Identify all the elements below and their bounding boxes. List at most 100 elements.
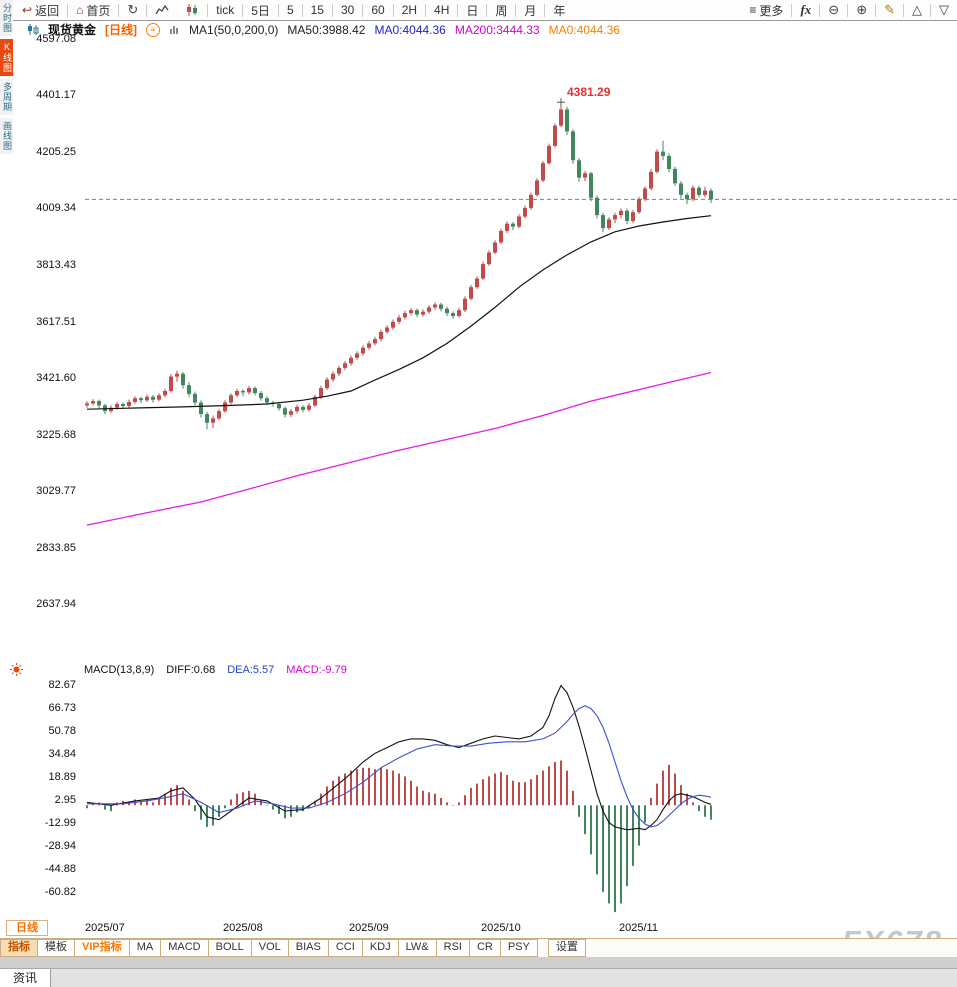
tab-ma[interactable]: MA xyxy=(129,939,162,957)
home-label: 首页 xyxy=(86,3,111,18)
toolbar-separator xyxy=(331,3,333,17)
symbol-name: 现货黄金 xyxy=(48,23,97,37)
main-chart[interactable]: 4381.29 xyxy=(0,30,957,675)
period-tab-daily[interactable]: 日线 xyxy=(6,920,48,936)
line-chart-type-button[interactable] xyxy=(147,0,177,20)
tab-rsi[interactable]: RSI xyxy=(436,939,470,957)
legend-period: [日线] xyxy=(105,23,138,37)
ma-chart-icon xyxy=(170,26,179,34)
x-axis-label: 2025/07 xyxy=(85,922,125,934)
ma0-value-blue: MA0:4044.36 xyxy=(374,22,446,37)
line-chart-icon xyxy=(155,4,169,15)
ma200-line xyxy=(86,371,712,526)
tab-kdj[interactable]: KDJ xyxy=(362,939,399,957)
period-15[interactable]: 15 xyxy=(310,3,324,17)
toolbar-separator xyxy=(362,3,364,17)
toolbar-separator xyxy=(791,3,793,17)
tab-vol[interactable]: VOL xyxy=(251,939,289,957)
zoom-in-button[interactable]: ⊕ xyxy=(848,0,875,20)
macd-histogram xyxy=(86,760,712,913)
back-button[interactable]: ↩ 返回 xyxy=(14,0,67,20)
toolbar-separator xyxy=(392,3,394,17)
left-tab-multiperiod[interactable]: 多周期 xyxy=(0,79,13,115)
x-axis-label: 2025/10 xyxy=(481,922,521,934)
left-tab-kline[interactable]: K线图 xyxy=(0,39,13,76)
news-tab[interactable]: 资讯 xyxy=(0,969,52,987)
toolbar-separator xyxy=(544,3,546,17)
x-axis-label: 2025/11 xyxy=(619,922,658,934)
toolbar-separator xyxy=(486,3,488,17)
ma50-line xyxy=(86,215,712,410)
tab-psy[interactable]: PSY xyxy=(500,939,538,957)
period-tick-button[interactable]: tick xyxy=(216,3,235,17)
period-2h[interactable]: 2H xyxy=(401,3,418,17)
collapse-icon: ▽ xyxy=(939,2,949,17)
candlestick-series xyxy=(85,102,713,430)
home-button[interactable]: ⌂ 首页 xyxy=(68,0,118,20)
toolbar-separator xyxy=(277,3,279,17)
tab-settings[interactable]: 设置 xyxy=(547,939,586,957)
tab-cci[interactable]: CCI xyxy=(328,939,363,957)
toolbar-separator xyxy=(425,3,427,17)
peak-marker xyxy=(557,98,565,107)
toolbar-separator xyxy=(118,3,120,17)
tab-indicator[interactable]: 指标 xyxy=(0,939,38,957)
toolbar-separator xyxy=(457,3,459,17)
zoom-in-icon: ⊕ xyxy=(856,2,868,17)
tab-vip-indicator[interactable]: VIP指标 xyxy=(75,939,130,957)
left-tab-timeshare[interactable]: 分时图 xyxy=(0,0,13,36)
fx-button[interactable]: fx xyxy=(800,2,812,17)
expand-button[interactable]: △ xyxy=(904,0,930,20)
collapse-button[interactable]: ▽ xyxy=(931,0,957,20)
period-30[interactable]: 30 xyxy=(340,3,355,17)
ma0-value-orange: MA0:4044.36 xyxy=(548,22,620,37)
tab-bias[interactable]: BIAS xyxy=(288,939,329,957)
candle-chart-type-button[interactable] xyxy=(177,0,207,20)
more-button[interactable]: ≡ 更多 xyxy=(741,0,791,20)
home-icon: ⌂ xyxy=(76,3,84,17)
period-60[interactable]: 60 xyxy=(371,3,385,17)
toolbar-separator xyxy=(875,3,877,17)
back-icon: ↩ xyxy=(22,3,33,17)
dea-line xyxy=(87,705,712,828)
chart-legend: 现货黄金 [日线] ≡ MA1(50,0,200,0) MA50:3988.42… xyxy=(26,22,620,37)
menu-icon: ≡ xyxy=(749,3,757,17)
tab-template[interactable]: 模板 xyxy=(38,939,75,957)
period-week[interactable]: 周 xyxy=(495,3,508,18)
legend-settings-icon[interactable]: ≡ xyxy=(146,22,161,37)
toolbar-separator xyxy=(847,3,849,17)
peak-annotation: 4381.29 xyxy=(567,85,611,99)
refresh-icon: ↻ xyxy=(127,2,139,17)
zoom-out-button[interactable]: ⊖ xyxy=(820,0,847,20)
draw-button[interactable]: ✎ xyxy=(876,0,903,20)
toolbar-separator xyxy=(67,3,69,17)
candlestick-chart-icon xyxy=(187,4,198,16)
tab-macd[interactable]: MACD xyxy=(161,939,209,957)
left-tab-drawing[interactable]: 画线图 xyxy=(0,118,13,154)
macd-macd-value: MACD:-9.79 xyxy=(286,663,347,676)
macd-diff-value: DIFF:0.68 xyxy=(166,663,216,676)
zoom-out-icon: ⊖ xyxy=(828,2,840,17)
toolbar-separator xyxy=(207,3,209,17)
indicator-tab-row: 指标 模板 VIP指标 MA MACD BOLL VOL BIAS CCI KD… xyxy=(0,938,957,957)
ma200-value: MA200:3444.33 xyxy=(454,22,540,37)
period-5day-button[interactable]: 5日 xyxy=(251,3,270,18)
tab-lw[interactable]: LW& xyxy=(398,939,437,957)
expand-icon: △ xyxy=(912,2,922,17)
period-month[interactable]: 月 xyxy=(524,3,537,18)
tab-boll[interactable]: BOLL xyxy=(208,939,252,957)
tab-cr[interactable]: CR xyxy=(469,939,501,957)
macd-chart[interactable] xyxy=(0,676,957,920)
toolbar-separator xyxy=(903,3,904,17)
period-4h[interactable]: 4H xyxy=(434,3,450,17)
x-axis-row: 日线 2025/07 2025/08 2025/09 2025/10 2025/11 xyxy=(0,920,957,937)
refresh-button[interactable]: ↻ xyxy=(119,0,146,20)
period-day[interactable]: 日 xyxy=(466,3,479,18)
toolbar-separator xyxy=(930,3,931,17)
diff-line xyxy=(86,684,712,831)
horizontal-scrollbar[interactable] xyxy=(0,956,957,968)
period-year[interactable]: 年 xyxy=(553,3,566,18)
period-5[interactable]: 5 xyxy=(286,3,294,17)
indicator-sun-icon[interactable] xyxy=(10,663,23,676)
